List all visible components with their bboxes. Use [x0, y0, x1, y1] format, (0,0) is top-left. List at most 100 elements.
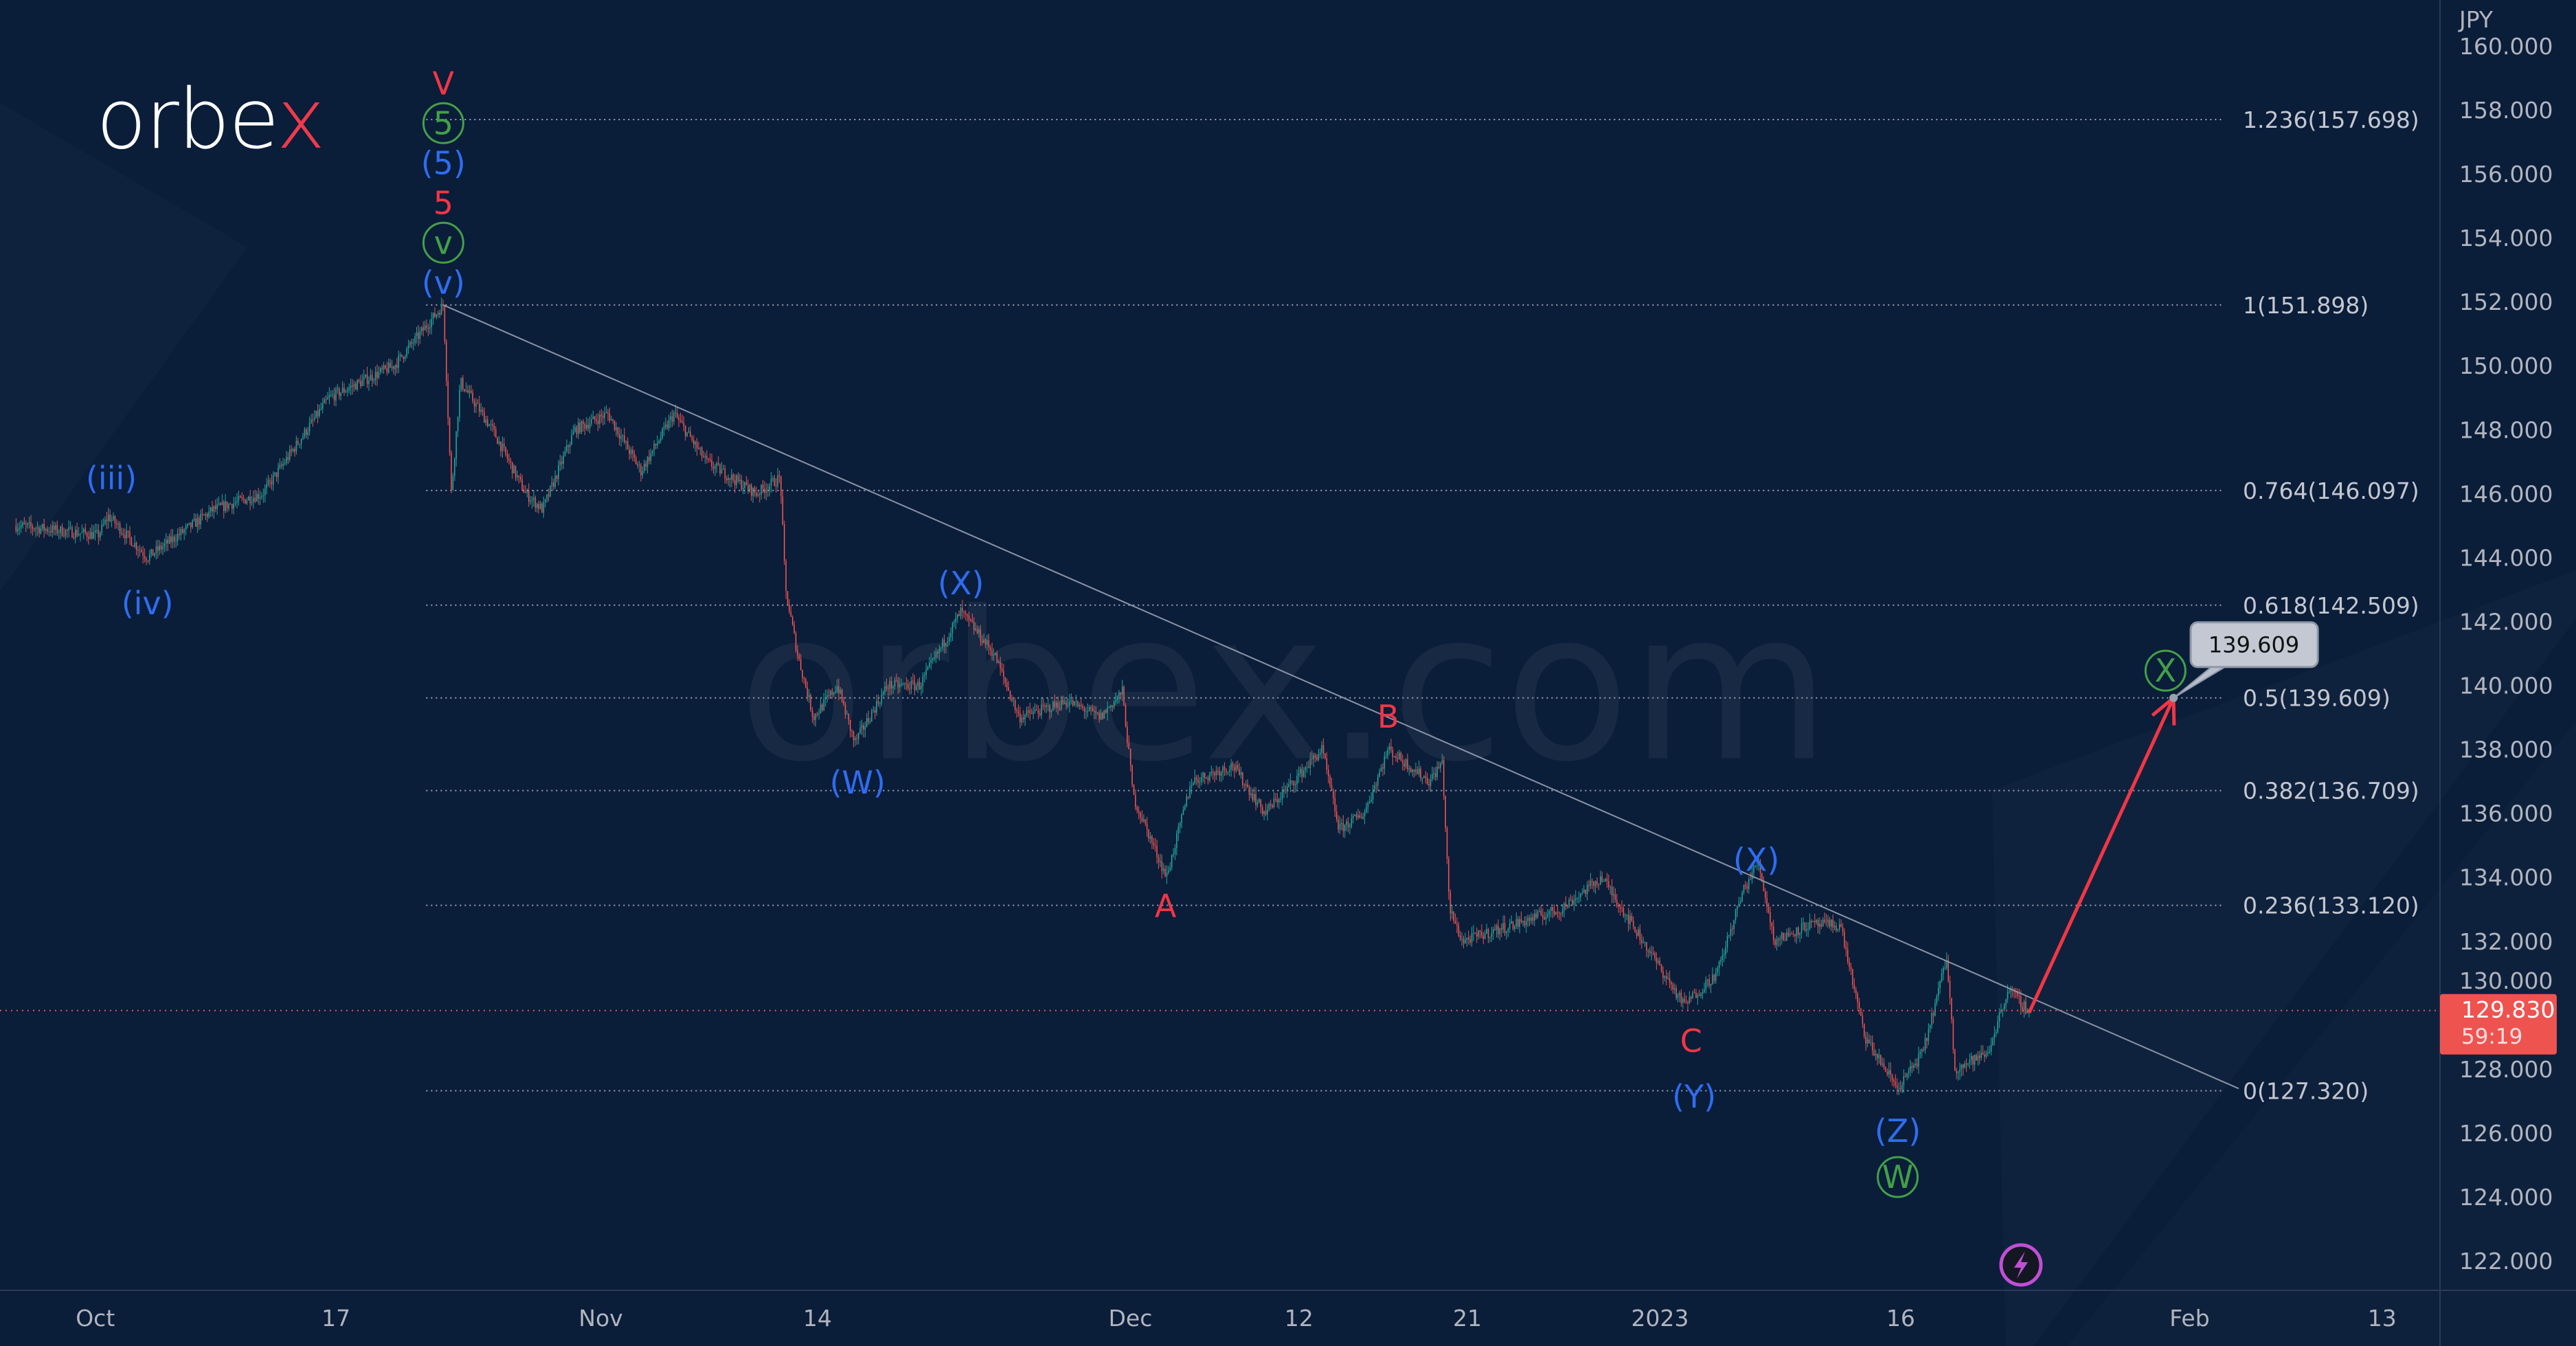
candle-body [1335, 811, 1337, 820]
candle-body [434, 313, 436, 317]
candle-body [594, 416, 596, 420]
candle-body [1671, 982, 1672, 985]
candle-body [348, 388, 350, 390]
wave-circle [422, 102, 464, 144]
candle-body [1050, 710, 1052, 713]
candle-body [407, 346, 409, 349]
price-tick: 146.000 [2459, 480, 2553, 507]
candle-body [160, 545, 162, 550]
candle-body [1873, 1050, 1875, 1055]
candle-body [1388, 746, 1390, 750]
candle-body [1195, 777, 1197, 780]
candle-body [196, 517, 199, 527]
candle-body [78, 534, 80, 536]
candle-body [22, 522, 23, 526]
candle-body [1072, 700, 1074, 706]
price-tick: 158.000 [2459, 97, 2553, 124]
candle-body [836, 686, 838, 692]
candle-body [826, 695, 828, 697]
candle-body [1377, 776, 1379, 786]
candle-body [1893, 1079, 1895, 1082]
candle-body [91, 531, 93, 539]
candle-body [1651, 952, 1652, 954]
candle-body [756, 493, 757, 496]
candle-body [1265, 811, 1267, 815]
candle-body [228, 504, 229, 509]
candle-body [1148, 829, 1149, 839]
candle-body [1039, 713, 1041, 716]
candle-body [317, 410, 319, 416]
wave-label: (X) [938, 565, 984, 602]
candle-body [468, 390, 471, 393]
candle-body [833, 693, 835, 695]
candle-body [1466, 937, 1468, 941]
candle-body [991, 650, 993, 656]
candle-body [1319, 752, 1321, 754]
candle-body [1535, 913, 1537, 918]
candle-body [1515, 919, 1517, 927]
candle-body [1334, 798, 1336, 812]
price-axis[interactable]: 160.000 158.000 156.000 154.000 152.000 150.0… [2459, 33, 2553, 1275]
candle-body [343, 388, 345, 393]
candle-body [1692, 992, 1693, 999]
candle-body [1998, 1012, 2000, 1022]
candle-body [1082, 706, 1083, 708]
candle-body [245, 499, 246, 504]
candle-body [208, 511, 210, 517]
candle-body [1100, 713, 1102, 720]
candle-body [73, 537, 75, 539]
candle-body [1949, 980, 1951, 998]
candle-body [175, 541, 177, 542]
candle-body [447, 381, 449, 418]
candle-body [1140, 812, 1141, 818]
candle-body [274, 472, 275, 475]
candle-body [823, 699, 825, 710]
candle-body [1789, 934, 1791, 936]
candle-body [1642, 942, 1644, 943]
candle-body [734, 480, 736, 485]
candle-body [305, 429, 307, 435]
candle-body [1487, 928, 1489, 938]
candle-body [353, 383, 355, 387]
candle-body [986, 640, 988, 645]
candle-body [1660, 965, 1662, 972]
fibonacci-levels[interactable]: 1.236(157.698) 1(151.898) 0.764(146.097) 0.… [426, 106, 2419, 1105]
drawings[interactable]: 139.609 [0, 304, 2440, 1090]
candle-body [498, 441, 500, 445]
candle-body [1797, 927, 1799, 935]
candle-body [787, 591, 789, 605]
candle-body [1939, 981, 1941, 989]
candle-body [1814, 921, 1816, 923]
candle-body [885, 686, 888, 689]
candle-body [1041, 704, 1042, 716]
candle-body [1077, 701, 1078, 707]
time-tick: 14 [803, 1305, 832, 1332]
candle-body [1614, 894, 1616, 900]
candle-body [517, 475, 518, 478]
candle-body [605, 412, 607, 413]
candle-body [16, 528, 19, 532]
candle-body [1359, 815, 1361, 818]
candle-body [653, 443, 655, 451]
candle-body [1333, 790, 1334, 798]
candle-body [1883, 1063, 1885, 1068]
candle-body [370, 374, 372, 381]
candle-body [378, 372, 380, 379]
candle-body [1210, 772, 1212, 774]
lightning-icon[interactable] [1999, 1243, 2043, 1287]
candle-body [1532, 917, 1534, 921]
candle-body [484, 412, 485, 423]
candle-body [1557, 912, 1559, 913]
candle-body [1954, 1049, 1956, 1071]
candle-body [638, 464, 640, 466]
candle-body [725, 478, 727, 480]
candle-body [1784, 940, 1786, 941]
time-axis[interactable]: Oct 17 Nov 14 Dec 12 21 2023 16 Feb 13 [76, 1305, 2397, 1332]
candle-body [453, 459, 455, 476]
candle-body [1840, 924, 1842, 928]
candle-body [1309, 759, 1311, 768]
candle-body [663, 427, 665, 429]
candle-body [1837, 929, 1839, 931]
candle-body [506, 453, 508, 459]
